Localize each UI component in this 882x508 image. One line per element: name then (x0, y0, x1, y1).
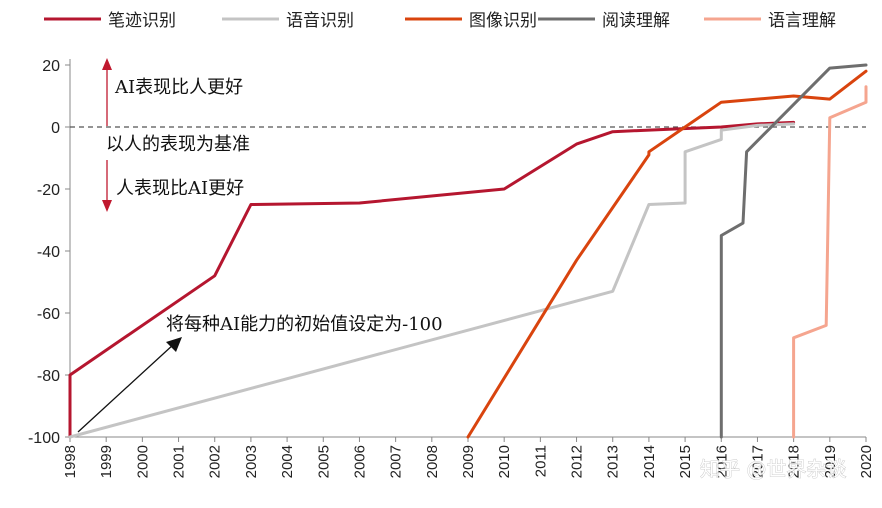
diagonal-arrow-icon (77, 343, 175, 433)
x-tick-label: 2012 (569, 445, 586, 478)
baseline-annotation: 以人的表现为基准 (106, 134, 250, 155)
x-tick-label: 2002 (207, 445, 224, 478)
x-tick-label: 2006 (351, 445, 368, 478)
human-better-annotation: 人表现比AI更好 (116, 178, 244, 199)
x-tick-label: 2007 (388, 445, 405, 478)
down-arrowhead-icon (102, 200, 112, 212)
series-layer (68, 63, 868, 439)
x-tick-label: 2004 (279, 445, 296, 478)
legend: 笔迹识别 语音识别 图像识别 阅读理解 语言理解 (44, 11, 836, 31)
series-line-1 (68, 120, 796, 439)
y-tick-label: -40 (37, 244, 60, 261)
y-tick-label: 0 (51, 120, 60, 137)
series-line-4 (719, 63, 868, 439)
x-tick-label: 2019 (822, 445, 839, 478)
x-tick-label: 2008 (424, 445, 441, 478)
x-tick-label: 1999 (98, 445, 115, 478)
legend-label: 语言理解 (768, 11, 836, 31)
y-tick-label: -100 (28, 430, 60, 447)
x-tick-label: 2009 (460, 445, 477, 478)
legend-label: 语音识别 (286, 11, 354, 31)
series-line-3 (466, 69, 868, 439)
x-tick-label: 2001 (171, 445, 188, 478)
x-tick-label: 2011 (532, 445, 549, 477)
legend-label: 图像识别 (469, 11, 537, 31)
series-line-2 (68, 122, 796, 439)
x-tick-label: 2003 (243, 445, 260, 478)
legend-label: 阅读理解 (602, 11, 670, 31)
x-tick-label: 2020 (858, 445, 875, 478)
x-tick-label: 2018 (786, 445, 803, 478)
series-line-5 (792, 85, 868, 439)
x-tick-label: 2013 (605, 445, 622, 478)
diagonal-arrowhead-icon (166, 337, 182, 352)
y-tick-label: -60 (37, 306, 60, 323)
x-tick-label: 2014 (641, 445, 658, 478)
y-tick-label: -80 (37, 368, 60, 385)
watermark: 知乎 @世界杂谈 (700, 457, 846, 481)
legend-label: 笔迹识别 (108, 11, 176, 31)
x-tick-label: 2000 (134, 445, 151, 478)
x-tick-label: 2015 (677, 445, 694, 478)
y-tick-label: 20 (42, 58, 60, 75)
x-tick-label: 2016 (713, 445, 730, 478)
y-axis: 20 0 -20 -40 -60 -80 -100 (28, 58, 71, 447)
y-tick-label: -20 (37, 182, 60, 199)
ai-better-annotation: AI表现比人更好 (114, 77, 243, 98)
x-tick-label: 2005 (315, 445, 332, 478)
x-tick-label: 2017 (749, 445, 766, 478)
x-tick-label: 2010 (496, 445, 513, 478)
initial-value-annotation: 将每种AI能力的初始值设定为-100 (166, 314, 443, 335)
up-arrowhead-icon (102, 58, 112, 70)
x-tick-label: 1998 (62, 445, 79, 478)
